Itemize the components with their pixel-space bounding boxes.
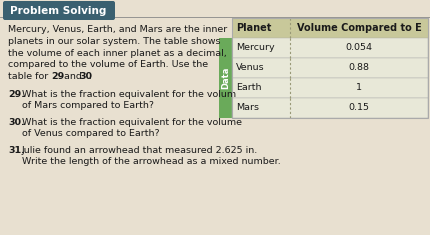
Text: 30: 30	[79, 72, 92, 81]
Text: 31.: 31.	[8, 146, 25, 155]
Text: and: and	[61, 72, 85, 81]
Text: Volume Compared to E: Volume Compared to E	[296, 23, 421, 33]
Text: 0.88: 0.88	[348, 63, 369, 73]
Text: 0.054: 0.054	[345, 43, 372, 52]
Text: Data: Data	[221, 67, 230, 89]
FancyBboxPatch shape	[231, 18, 427, 38]
FancyBboxPatch shape	[231, 38, 427, 58]
Text: planets in our solar system. The table shows: planets in our solar system. The table s…	[8, 37, 220, 46]
FancyBboxPatch shape	[231, 98, 427, 118]
Text: table for: table for	[8, 72, 51, 81]
FancyBboxPatch shape	[3, 1, 115, 20]
Text: 29: 29	[51, 72, 64, 81]
Text: compared to the volume of Earth. Use the: compared to the volume of Earth. Use the	[8, 60, 208, 69]
Text: of Venus compared to Earth?: of Venus compared to Earth?	[22, 129, 159, 138]
Text: What is the fraction equivalent for the volume: What is the fraction equivalent for the …	[22, 118, 241, 127]
Text: Planet: Planet	[236, 23, 271, 33]
Text: of Mars compared to Earth?: of Mars compared to Earth?	[22, 101, 154, 110]
Text: 0.15: 0.15	[348, 103, 369, 113]
Text: 1: 1	[355, 83, 361, 93]
Text: .: .	[89, 72, 92, 81]
Text: Problem Solving: Problem Solving	[10, 6, 106, 16]
Text: Write the length of the arrowhead as a mixed number.: Write the length of the arrowhead as a m…	[22, 157, 280, 166]
FancyBboxPatch shape	[231, 58, 427, 78]
Text: the volume of each inner planet as a decimal,: the volume of each inner planet as a dec…	[8, 49, 226, 58]
Text: Julie found an arrowhead that measured 2.625 in.: Julie found an arrowhead that measured 2…	[22, 146, 258, 155]
Text: Mercury: Mercury	[236, 43, 274, 52]
Text: Venus: Venus	[236, 63, 264, 73]
FancyBboxPatch shape	[231, 78, 427, 98]
Text: Earth: Earth	[236, 83, 261, 93]
Text: 29.: 29.	[8, 90, 25, 99]
Text: Mercury, Venus, Earth, and Mars are the inner: Mercury, Venus, Earth, and Mars are the …	[8, 25, 227, 34]
Text: What is the fraction equivalent for the volum: What is the fraction equivalent for the …	[22, 90, 236, 99]
Text: 30.: 30.	[8, 118, 25, 127]
FancyBboxPatch shape	[218, 38, 231, 118]
Text: Mars: Mars	[236, 103, 258, 113]
